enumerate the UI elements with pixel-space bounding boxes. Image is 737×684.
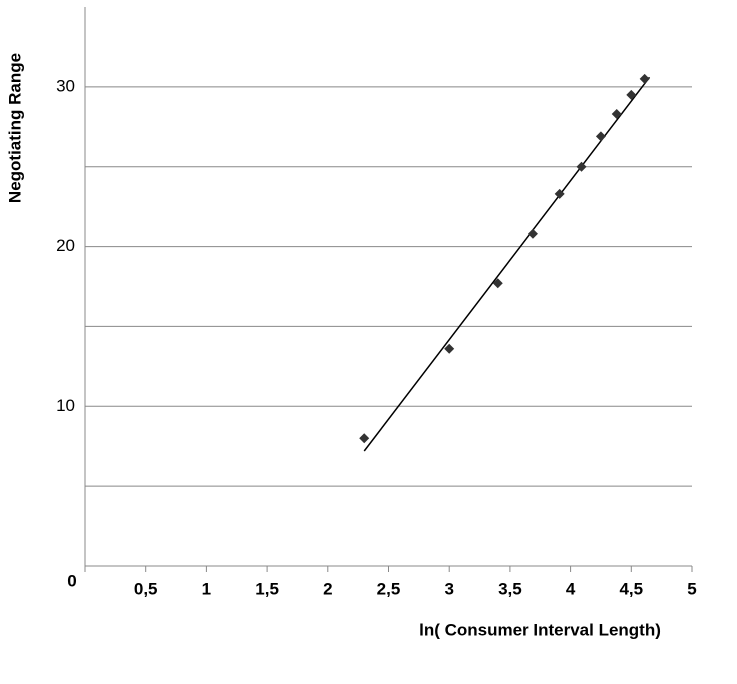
data-point bbox=[595, 131, 606, 142]
x-tick-label: 3 bbox=[444, 579, 453, 598]
x-tick-label: 0,5 bbox=[134, 579, 158, 598]
data-point bbox=[444, 343, 455, 354]
x-tick-label: 2,5 bbox=[377, 579, 401, 598]
x-axis-title: ln( Consumer Interval Length) bbox=[419, 620, 661, 639]
data-point bbox=[576, 161, 587, 172]
data-point bbox=[626, 89, 637, 100]
x-tick-label: 1 bbox=[202, 579, 211, 598]
data-point bbox=[359, 433, 370, 444]
x-tick-label: 5 bbox=[687, 579, 696, 598]
data-point bbox=[492, 278, 503, 289]
y-tick-label: 20 bbox=[56, 236, 75, 255]
data-point bbox=[611, 109, 622, 120]
data-point bbox=[639, 73, 650, 84]
x-tick-label: 4,5 bbox=[619, 579, 643, 598]
x-tick-label: 2 bbox=[323, 579, 332, 598]
x-tick-label: 0 bbox=[67, 571, 76, 590]
y-tick-label: 10 bbox=[56, 396, 75, 415]
x-tick-label: 1,5 bbox=[255, 579, 279, 598]
trend-line bbox=[363, 76, 651, 452]
x-tick-label: 4 bbox=[566, 579, 576, 598]
y-tick-label: 30 bbox=[56, 76, 75, 95]
y-axis-title: Negotiating Range bbox=[5, 53, 24, 203]
data-point bbox=[554, 188, 565, 199]
data-point bbox=[527, 228, 538, 239]
x-tick-label: 3,5 bbox=[498, 579, 522, 598]
